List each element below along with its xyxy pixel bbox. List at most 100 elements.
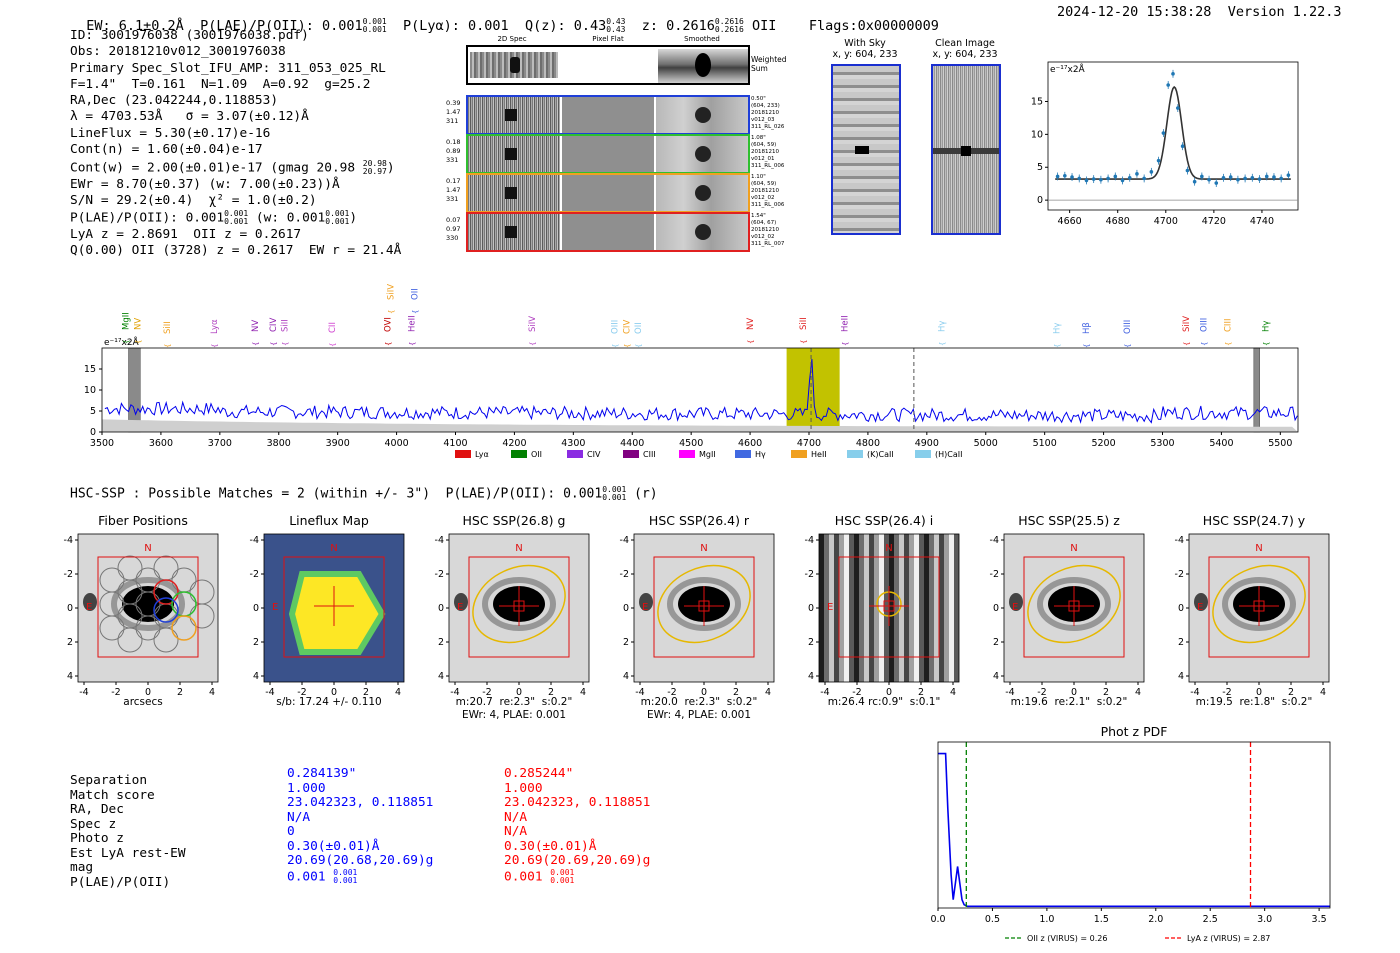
fiber-circle xyxy=(135,567,161,593)
fit-data-point xyxy=(1091,177,1096,181)
hsc-panel-title: HSC SSP(26.8) g xyxy=(462,513,566,528)
spec2d-left-value: 0.39 xyxy=(446,99,461,107)
spec2d-row-right-labels: 0.50" (604, 233) 20181210 v012_03 311_RL_026 xyxy=(751,96,811,131)
spec2d-row-left-labels: 0.39 1.47 311 xyxy=(446,99,466,126)
legend-swatch xyxy=(679,450,695,458)
legend-swatch xyxy=(847,450,863,458)
emission-line-brace: { xyxy=(408,342,416,346)
emission-line-brace: { xyxy=(411,310,419,314)
hsc-y-tick-label: -2 xyxy=(620,569,629,580)
fit-data-point xyxy=(1084,178,1089,183)
hsc-x-tick-label: -2 xyxy=(482,687,491,698)
galaxy-halo xyxy=(667,577,741,631)
match-value: 0.284139" xyxy=(287,766,357,781)
emission-line-label: NV xyxy=(133,318,143,330)
stripe-column xyxy=(824,534,829,682)
fiber-circle xyxy=(117,627,143,653)
spec2d-right-value: 311_RL_007 xyxy=(751,241,785,247)
hsc-x-tick-label: 0 xyxy=(886,687,892,698)
sky-band xyxy=(128,347,141,433)
hsc-panel-svg: N E -4 4 -2 2 0 0 2 -2 4 -4 xyxy=(620,533,775,698)
fit-data-point xyxy=(1055,174,1060,179)
pdf-title: Phot z PDF xyxy=(1101,724,1168,739)
fit-data-point xyxy=(1279,176,1283,181)
fit-data-point xyxy=(1228,175,1233,179)
hsc-panel-caption-2: EWr: 4, PLAE: 0.001 xyxy=(646,709,752,721)
emission-line-brace: { xyxy=(134,340,142,344)
stripe-column xyxy=(849,534,854,682)
legend-swatch xyxy=(623,450,639,458)
spectrum-frame xyxy=(101,347,1299,433)
with-sky-title: With Sky x, y: 604, 233 xyxy=(832,38,898,60)
search-box xyxy=(97,556,199,658)
hsc-panel-svg: N E -4 4 -2 2 0 0 2 -2 4 -4 xyxy=(990,533,1145,698)
neighbor-source xyxy=(454,593,468,611)
emission-line-brace: { xyxy=(939,342,947,346)
fit-data-point xyxy=(1166,83,1170,87)
stripe-column xyxy=(889,534,894,682)
spec2d-right-value: 20181210 xyxy=(751,110,779,116)
hsc-panel-caption: m:20.0 re:2.3" s:0.2" xyxy=(640,696,758,708)
match-value: 0 xyxy=(287,824,295,839)
spec2d-row-left-labels: 0.07 0.97 330 xyxy=(446,216,466,243)
emission-line-brace: { xyxy=(252,342,260,346)
spectrum-y-tick-label: 5 xyxy=(90,406,96,417)
spectrum-x-tick-label: 3800 xyxy=(267,438,291,449)
hsc-panel-svg: N E -4 4 -2 2 0 0 2 -2 4 -4 xyxy=(1175,533,1330,698)
match-label: Spec z xyxy=(70,816,117,832)
emission-line-label: OIII xyxy=(1123,320,1133,334)
spec2d-right-value: v012_02 xyxy=(751,234,775,240)
hsc-y-tick-label: 0 xyxy=(623,603,629,614)
hsc-x-tick-label: 4 xyxy=(580,687,586,698)
emission-line-label: CII xyxy=(328,322,338,333)
fit-x-tick-label: 4740 xyxy=(1250,216,1274,227)
stripe-column xyxy=(869,534,874,682)
fit-data-point xyxy=(1264,174,1269,179)
spec2d-right-value: v012_02 xyxy=(751,195,775,201)
info-sn: S/N = 29.2(±0.4) χ² = 1.0(±0.2) xyxy=(70,193,317,209)
legend-swatch xyxy=(511,450,527,458)
fit-data-point xyxy=(1063,173,1067,178)
header-plae: P(LAE)/P(OII): 0.001 xyxy=(200,18,363,34)
spec2d-left-value: 0.97 xyxy=(446,225,461,233)
galaxy-halo xyxy=(111,577,185,631)
hsc-x-tick-label: -2 xyxy=(1222,687,1231,698)
hsc-y-tick-label: -4 xyxy=(64,535,73,546)
spectrum-x-tick-label: 5500 xyxy=(1268,438,1292,449)
spec2d-row-smoothed-peak xyxy=(695,185,711,201)
hsc-y-tick-label: 2 xyxy=(623,637,629,648)
with-sky-peak xyxy=(855,146,869,154)
hsc-x-tick-label: -2 xyxy=(852,687,861,698)
spec2d-right-value: (604, 67) xyxy=(751,220,777,226)
stripe-column xyxy=(909,534,914,682)
hsc-panel-title: Lineflux Map xyxy=(289,513,369,528)
stripe-column xyxy=(859,534,864,682)
match-value: N/A xyxy=(504,824,528,839)
spec2d-right-value: 1.54" xyxy=(751,213,766,219)
info-line: RA,Dec (23.042244,0.118853) xyxy=(70,93,279,109)
galaxy-halo xyxy=(1222,577,1296,631)
info-plae: P(LAE)/P(OII): 0.0010.001 0.001 (w: 0.001… xyxy=(70,208,358,226)
spectrum-x-tick-label: 4900 xyxy=(915,438,939,449)
spectrum-x-tick-label: 4000 xyxy=(384,438,408,449)
legend-label: MgII xyxy=(699,450,716,459)
east-label: E xyxy=(86,602,92,613)
full-spectrum-chart: e⁻¹⁷x2Å 0 5 10 15 3500 3600 3700 3800 3900 4000 410… xyxy=(84,284,1299,459)
spec2d-row-flat xyxy=(562,175,654,211)
spectrum-y-tick-label: 15 xyxy=(84,364,96,375)
stripe-column xyxy=(874,534,879,682)
info-line: λ = 4703.53Å σ = 3.07(±0.12)Å xyxy=(70,109,309,125)
fit-data-point xyxy=(1243,176,1247,181)
legend-swatch xyxy=(455,450,471,458)
header-z-sup: 0.2616 xyxy=(714,17,744,26)
header-right: 2024-12-20 15:38:28 Version 1.22.3 xyxy=(1057,4,1342,20)
spectrum-x-tick-label: 5000 xyxy=(974,438,998,449)
emission-line-brace: { xyxy=(1124,344,1132,348)
hsc-x-tick-label: 2 xyxy=(177,687,183,698)
stripe-column xyxy=(949,534,954,682)
hsc-y-tick-label: 0 xyxy=(67,603,73,614)
header-plya: P(Lyα): 0.001 xyxy=(403,18,509,34)
match-label: Match score xyxy=(70,787,155,803)
spectrum-x-tick-label: 5200 xyxy=(1091,438,1115,449)
header-ew: EW: 6.1±0.2Å xyxy=(86,18,184,34)
